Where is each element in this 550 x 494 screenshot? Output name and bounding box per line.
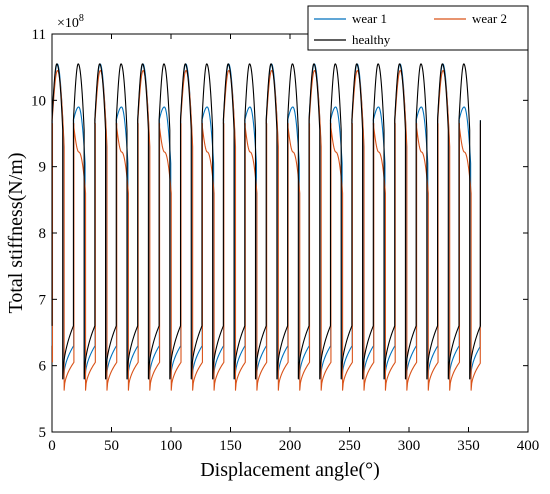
- y-tick-label: 10: [31, 93, 46, 109]
- y-axis-title: Total stiffness(N/m): [5, 153, 27, 314]
- plot-frame: [51, 33, 529, 433]
- legend: wear 1 wear 2 healthy: [307, 5, 529, 51]
- x-tick-label: 350: [457, 438, 480, 454]
- x-tick-label: 200: [279, 438, 302, 454]
- legend-label-wear-1: wear 1: [352, 11, 387, 26]
- series-line-wear-2: [51, 69, 481, 391]
- x-tick-label: 300: [398, 438, 421, 454]
- series-layer: [51, 63, 481, 391]
- y-exponent-power: 8: [79, 13, 84, 24]
- y-tick-label: 5: [39, 425, 47, 441]
- x-axis-title: Displacement angle(°): [200, 459, 380, 481]
- legend-box: [307, 5, 529, 51]
- legend-label-healthy: healthy: [352, 32, 391, 47]
- y-tick-label: 6: [39, 359, 47, 375]
- series-line-healthy: [51, 63, 481, 380]
- y-tick-label: 7: [39, 292, 47, 308]
- x-tick-label: 250: [338, 438, 361, 454]
- y-exponent-base: ×10: [57, 16, 79, 31]
- x-tick-label: 100: [160, 438, 183, 454]
- tick-layer: 0 50 100 150 200 250 300 350 400 5 6 7 8 9 10 11: [31, 27, 539, 454]
- legend-label-wear-2: wear 2: [472, 11, 507, 26]
- y-tick-label: 11: [32, 27, 46, 43]
- x-tick-label: 150: [219, 438, 242, 454]
- y-tick-label: 9: [39, 160, 47, 176]
- y-tick-label: 8: [39, 226, 47, 242]
- y-exponent-label: ×108: [57, 13, 84, 31]
- x-tick-label: 50: [104, 438, 119, 454]
- x-tick-label: 0: [48, 438, 56, 454]
- x-tick-label: 400: [517, 438, 540, 454]
